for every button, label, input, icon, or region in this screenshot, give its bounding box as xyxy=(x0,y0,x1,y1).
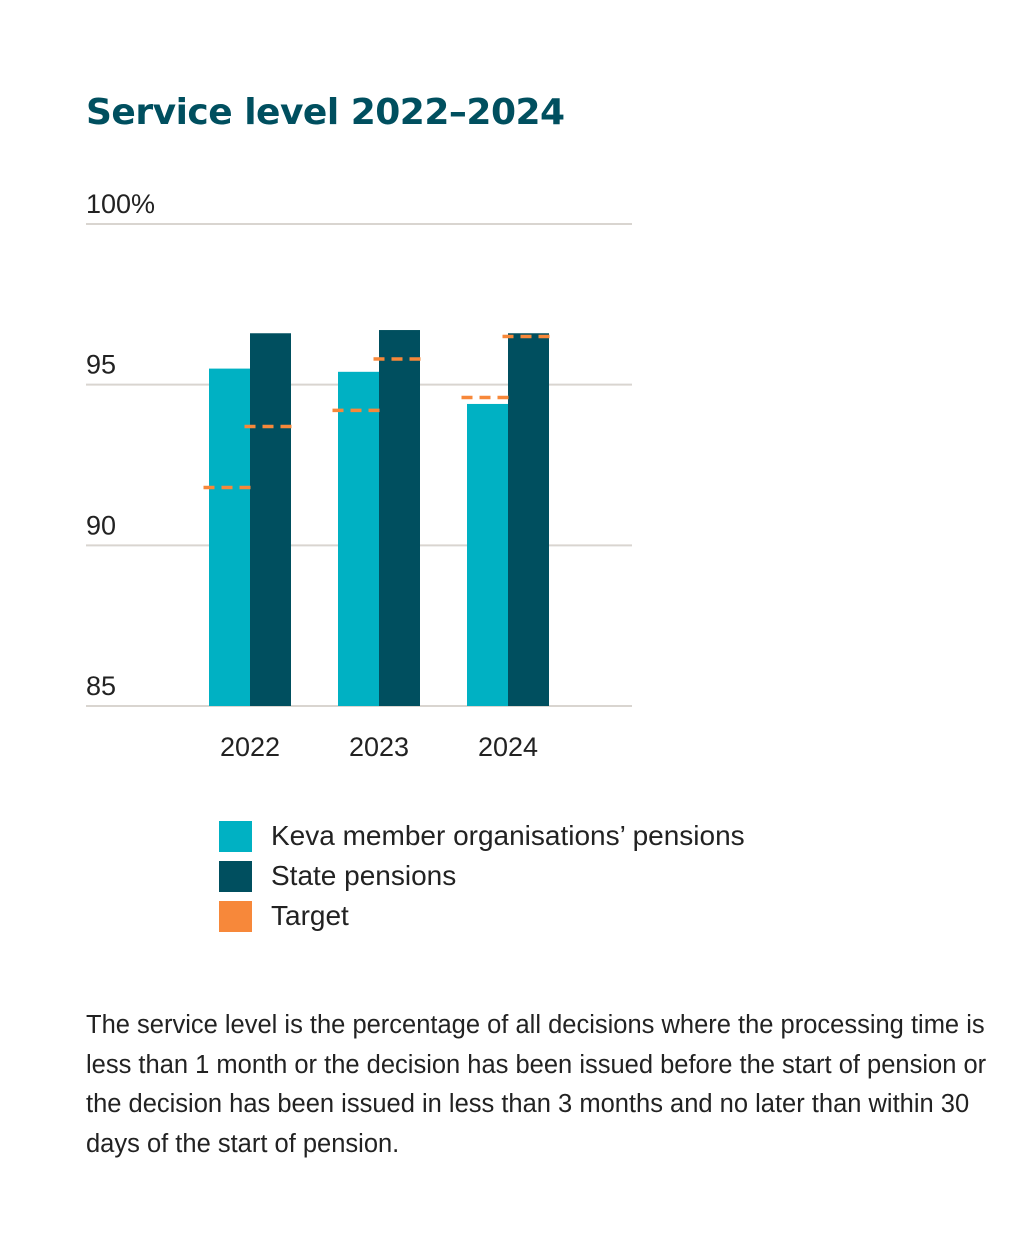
footnote: The service level is the percentage of a… xyxy=(86,1011,987,1158)
bar-state-2023 xyxy=(379,330,420,706)
x-tick-label-2023: 2023 xyxy=(349,732,409,762)
legend-label-state: State pensions xyxy=(271,860,457,891)
legend-swatch-state xyxy=(219,860,252,892)
legend-label-target: Target xyxy=(271,900,349,931)
x-tick-label-2022: 2022 xyxy=(220,732,280,762)
bar-chart: 100% 95 90 85 2022 2023 2024 xyxy=(86,189,632,762)
bar-keva-2024 xyxy=(467,403,508,706)
legend-item-state: State pensions xyxy=(219,856,745,896)
bar-state-2024 xyxy=(508,333,549,706)
bars xyxy=(209,330,549,706)
legend-swatch-target xyxy=(219,900,252,932)
bar-keva-2023 xyxy=(338,371,379,706)
y-tick-label-90: 90 xyxy=(86,510,116,540)
y-tick-label-85: 85 xyxy=(86,671,116,701)
x-tick-label-2024: 2024 xyxy=(478,732,538,762)
target-markers xyxy=(203,334,555,490)
chart-title: Service level 2022–2024 xyxy=(86,92,565,133)
legend-label-keva: Keva member organisations’ pensions xyxy=(271,820,745,851)
legend-item-keva: Keva member organisations’ pensions xyxy=(219,816,745,856)
y-tick-label-95: 95 xyxy=(86,350,116,380)
bar-state-2022 xyxy=(250,333,291,706)
legend-swatch-keva xyxy=(219,820,252,852)
y-axis-tick-labels: 100% 95 90 85 xyxy=(86,189,155,701)
bar-keva-2022 xyxy=(209,368,250,706)
x-axis-tick-labels: 2022 2023 2024 xyxy=(220,732,538,762)
chart-legend: Keva member organisations’ pensions Stat… xyxy=(219,816,745,936)
y-tick-label-100: 100% xyxy=(86,189,155,219)
legend-item-target: Target xyxy=(219,896,745,936)
